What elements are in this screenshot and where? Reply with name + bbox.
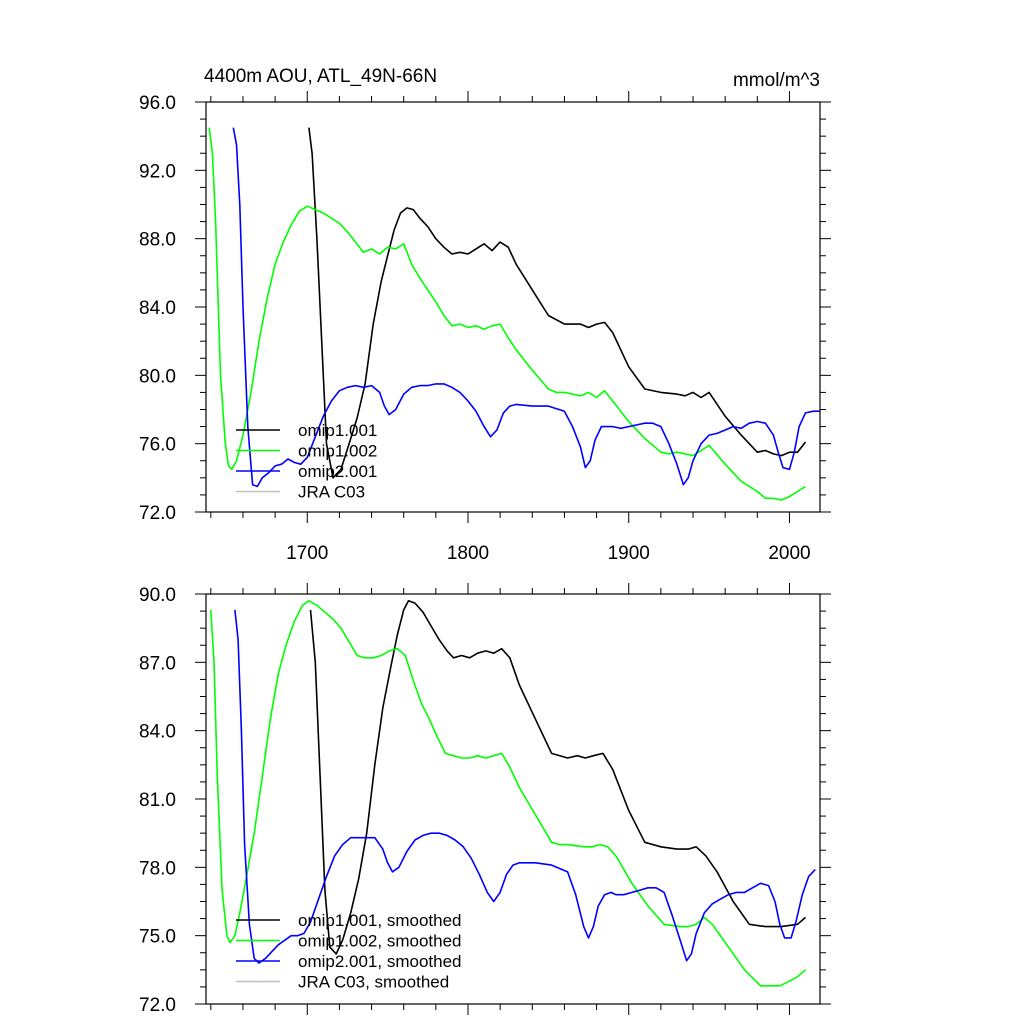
- chart-title: 4400m AOU, ATL_49N-66N: [204, 66, 437, 87]
- series-line-3: [232, 127, 820, 488]
- series-line-1: [308, 127, 807, 479]
- y-tick-label: 75.0: [139, 927, 176, 948]
- legend-label-3: omip2.001, smoothed: [298, 952, 462, 971]
- legend-label-2: omip1.002: [298, 442, 377, 461]
- legend-label-3: omip2.001: [298, 462, 377, 481]
- y-tick-label: 72.0: [139, 503, 176, 524]
- legend-label-1: omip1.001, smoothed: [298, 911, 462, 930]
- legend-label-4: JRA C03: [298, 483, 365, 502]
- series-line-3: [234, 609, 816, 964]
- y-tick-label: 72.0: [139, 995, 176, 1016]
- series-group: [210, 600, 816, 987]
- series-line-2: [210, 600, 807, 987]
- legend-label-1: omip1.001: [298, 421, 377, 440]
- y-tick-label: 76.0: [139, 435, 176, 456]
- y-tick-label: 90.0: [139, 585, 176, 606]
- legend-label-2: omip1.002, smoothed: [298, 932, 462, 951]
- series-line-2: [208, 127, 806, 501]
- x-tick-label: 1800: [447, 543, 489, 564]
- y-tick-label: 81.0: [139, 790, 176, 811]
- y-tick-label: 84.0: [139, 298, 176, 319]
- y-tick-label: 78.0: [139, 858, 176, 879]
- x-tick-label: 1700: [286, 543, 328, 564]
- series-line-1: [309, 600, 807, 955]
- y-tick-label: 80.0: [139, 366, 176, 387]
- x-tick-label: 1900: [608, 543, 650, 564]
- x-tick-label: 2000: [768, 543, 810, 564]
- legend-label-4: JRA C03, smoothed: [298, 973, 449, 992]
- y-tick-label: 84.0: [139, 722, 176, 743]
- units-label: mmol/m^3: [733, 70, 820, 91]
- series-group: [208, 127, 820, 501]
- y-tick-label: 92.0: [139, 161, 176, 182]
- y-tick-label: 88.0: [139, 230, 176, 251]
- bottom-panel: 72.0 75.0 78.0 81.0 84.0 87.0 90.0 omip1.001, s…: [139, 583, 831, 1016]
- top-panel: 72.0 76.0 80.0 84.0 88.0 92.0 96.0 1700 1800 1900…: [139, 91, 831, 564]
- y-tick-label: 87.0: [139, 653, 176, 674]
- y-tick-label: 96.0: [139, 93, 176, 114]
